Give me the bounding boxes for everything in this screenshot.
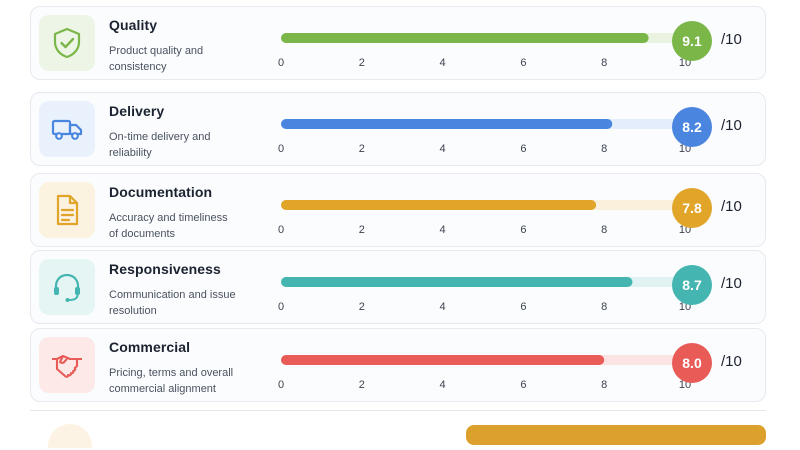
score-badge: 7.8 [672, 188, 712, 228]
score-card-documentation: Documentation Accuracy and timeliness of … [30, 173, 766, 247]
tick-label: 4 [440, 224, 446, 236]
card-description: Accuracy and timeliness of documents [109, 212, 228, 240]
tick-label: 4 [440, 143, 446, 155]
shield-check-icon [39, 15, 95, 71]
score-bar-chart: 0 2 4 6 8 10 [278, 277, 691, 313]
score-max-label: /10 [721, 353, 742, 370]
overall-score-circle [48, 424, 92, 448]
score-card-commercial: Commercial Pricing, terms and overall com… [30, 328, 766, 402]
score-bar-chart: 0 2 4 6 8 10 [278, 355, 691, 391]
tick-label: 6 [520, 301, 526, 313]
bar-quality [281, 33, 649, 43]
tick-label: 4 [440, 379, 446, 391]
score-badge: 9.1 [672, 21, 712, 61]
score-max-label: /10 [721, 275, 742, 292]
score-bar-chart: 0 2 4 6 8 10 [278, 119, 691, 155]
tick-label: 0 [278, 57, 284, 69]
score-max-label: /10 [721, 198, 742, 215]
tick-label: 8 [601, 301, 607, 313]
tick-label: 6 [520, 379, 526, 391]
score-badge: 8.0 [672, 343, 712, 383]
tick-label: 4 [440, 57, 446, 69]
score-card-delivery: Delivery On-time delivery and reliability… [30, 92, 766, 166]
card-description: Communication and issue resolution [109, 289, 236, 317]
tick-label: 6 [520, 224, 526, 236]
handshake-icon [39, 337, 95, 393]
truck-icon [39, 101, 95, 157]
bottom-divider [30, 410, 766, 411]
document-icon [39, 182, 95, 238]
tick-label: 8 [601, 379, 607, 391]
card-title: Documentation [109, 184, 213, 200]
score-bar-chart: 0 2 4 6 8 10 [278, 200, 691, 236]
bar-documentation [281, 200, 597, 210]
card-description: Product quality and consistency [109, 45, 204, 73]
tick-label: 8 [601, 57, 607, 69]
tick-label: 6 [520, 57, 526, 69]
tick-label: 2 [359, 379, 365, 391]
card-title: Responsiveness [109, 261, 221, 277]
tick-label: 4 [440, 301, 446, 313]
score-bar-chart: 0 2 4 6 8 10 [278, 33, 691, 69]
score-max-label: /10 [721, 31, 742, 48]
score-badge: 8.7 [672, 265, 712, 305]
card-description: Pricing, terms and overall commercial al… [109, 367, 234, 395]
tick-label: 0 [278, 301, 284, 313]
score-badge: 8.2 [672, 107, 712, 147]
bar-commercial [281, 355, 605, 365]
headset-icon [39, 259, 95, 315]
score-card-responsiveness: Responsiveness Communication and issue re… [30, 250, 766, 324]
tick-label: 0 [278, 143, 284, 155]
tick-label: 0 [278, 224, 284, 236]
tick-label: 2 [359, 301, 365, 313]
tick-label: 2 [359, 57, 365, 69]
card-title: Delivery [109, 103, 165, 119]
score-card-quality: Quality Product quality and consistency 0 2… [30, 6, 766, 80]
action-button[interactable] [466, 425, 766, 445]
tick-label: 8 [601, 143, 607, 155]
score-max-label: /10 [721, 117, 742, 134]
tick-label: 2 [359, 143, 365, 155]
card-title: Commercial [109, 339, 191, 355]
tick-label: 6 [520, 143, 526, 155]
bar-delivery [281, 119, 613, 129]
tick-label: 8 [601, 224, 607, 236]
bar-responsiveness [281, 277, 633, 287]
card-title: Quality [109, 17, 158, 33]
card-description: On-time delivery and reliability [109, 131, 211, 159]
tick-label: 0 [278, 379, 284, 391]
tick-label: 2 [359, 224, 365, 236]
